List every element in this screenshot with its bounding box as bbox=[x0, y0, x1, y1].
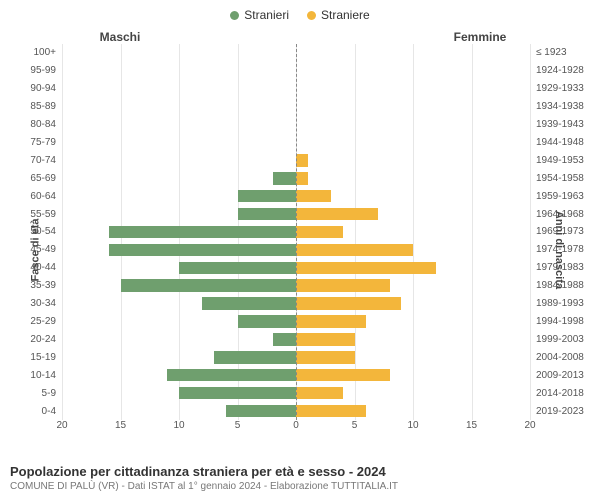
bar-female bbox=[296, 190, 331, 203]
age-label: 85-89 bbox=[2, 101, 62, 112]
age-label: 20-24 bbox=[2, 334, 62, 345]
birth-year-label: 2009-2013 bbox=[530, 370, 598, 381]
x-tick-label: 20 bbox=[56, 420, 67, 431]
age-label: 80-84 bbox=[2, 119, 62, 130]
bar-male bbox=[226, 405, 296, 418]
bar-female bbox=[296, 244, 413, 257]
x-tick-label: 0 bbox=[293, 420, 299, 431]
birth-year-label: 1999-2003 bbox=[530, 334, 598, 345]
age-label: 75-79 bbox=[2, 137, 62, 148]
bar-male bbox=[238, 208, 297, 221]
x-tick-label: 15 bbox=[115, 420, 126, 431]
legend-item-male: Stranieri bbox=[230, 8, 289, 22]
bar-female bbox=[296, 208, 378, 221]
age-label: 95-99 bbox=[2, 65, 62, 76]
age-label: 30-34 bbox=[2, 298, 62, 309]
age-label: 35-39 bbox=[2, 280, 62, 291]
chart-subtitle: COMUNE DI PALÙ (VR) - Dati ISTAT al 1° g… bbox=[10, 481, 590, 492]
chart-title: Popolazione per cittadinanza straniera p… bbox=[10, 464, 590, 479]
bar-female bbox=[296, 172, 308, 185]
bar-female bbox=[296, 351, 355, 364]
chart-footer: Popolazione per cittadinanza straniera p… bbox=[10, 464, 590, 492]
birth-year-label: 1934-1938 bbox=[530, 101, 598, 112]
bar-male bbox=[273, 333, 296, 346]
x-tick-label: 5 bbox=[235, 420, 241, 431]
bar-female bbox=[296, 279, 390, 292]
age-label: 15-19 bbox=[2, 352, 62, 363]
age-label: 60-64 bbox=[2, 191, 62, 202]
center-line bbox=[296, 44, 297, 420]
legend-label-male: Stranieri bbox=[244, 8, 289, 22]
bar-female bbox=[296, 226, 343, 239]
legend-label-female: Straniere bbox=[321, 8, 370, 22]
age-label: 100+ bbox=[2, 47, 62, 58]
birth-year-label: ≤ 1923 bbox=[530, 47, 598, 58]
bar-male bbox=[167, 369, 296, 382]
birth-year-label: 1974-1978 bbox=[530, 244, 598, 255]
bar-male bbox=[238, 315, 297, 328]
bar-male bbox=[202, 297, 296, 310]
age-label: 55-59 bbox=[2, 209, 62, 220]
birth-year-label: 1924-1928 bbox=[530, 65, 598, 76]
population-pyramid-chart: Stranieri Straniere Maschi Femmine Fasce… bbox=[0, 0, 600, 500]
x-tick-label: 10 bbox=[173, 420, 184, 431]
age-label: 45-49 bbox=[2, 244, 62, 255]
birth-year-label: 1989-1993 bbox=[530, 298, 598, 309]
col-title-female: Femmine bbox=[300, 30, 600, 44]
legend-item-female: Straniere bbox=[307, 8, 370, 22]
circle-icon bbox=[230, 11, 239, 20]
age-label: 25-29 bbox=[2, 316, 62, 327]
birth-year-label: 1984-1988 bbox=[530, 280, 598, 291]
birth-year-label: 1979-1983 bbox=[530, 262, 598, 273]
x-axis: 201510505101520 bbox=[62, 420, 530, 434]
bar-male bbox=[109, 226, 296, 239]
birth-year-label: 2014-2018 bbox=[530, 388, 598, 399]
age-label: 50-54 bbox=[2, 226, 62, 237]
x-tick-label: 10 bbox=[407, 420, 418, 431]
birth-year-label: 1929-1933 bbox=[530, 83, 598, 94]
birth-year-label: 2019-2023 bbox=[530, 406, 598, 417]
birth-year-label: 1949-1953 bbox=[530, 155, 598, 166]
bar-male bbox=[109, 244, 296, 257]
x-tick-label: 20 bbox=[524, 420, 535, 431]
age-label: 5-9 bbox=[2, 388, 62, 399]
circle-icon bbox=[307, 11, 316, 20]
column-titles: Maschi Femmine bbox=[0, 30, 600, 44]
birth-year-label: 1994-1998 bbox=[530, 316, 598, 327]
age-label: 65-69 bbox=[2, 173, 62, 184]
age-label: 70-74 bbox=[2, 155, 62, 166]
bar-female bbox=[296, 315, 366, 328]
legend: Stranieri Straniere bbox=[0, 0, 600, 26]
bar-female bbox=[296, 154, 308, 167]
x-tick-label: 15 bbox=[466, 420, 477, 431]
x-tick-label: 5 bbox=[352, 420, 358, 431]
bar-male bbox=[273, 172, 296, 185]
birth-year-label: 1959-1963 bbox=[530, 191, 598, 202]
bar-female bbox=[296, 262, 436, 275]
plot-area: 100+≤ 192395-991924-192890-941929-193385… bbox=[62, 44, 530, 420]
age-label: 90-94 bbox=[2, 83, 62, 94]
age-label: 10-14 bbox=[2, 370, 62, 381]
bar-female bbox=[296, 333, 355, 346]
bar-male bbox=[238, 190, 297, 203]
bar-female bbox=[296, 369, 390, 382]
birth-year-label: 1939-1943 bbox=[530, 119, 598, 130]
bar-male bbox=[179, 262, 296, 275]
bar-male bbox=[179, 387, 296, 400]
bar-female bbox=[296, 297, 401, 310]
bar-female bbox=[296, 405, 366, 418]
birth-year-label: 1964-1968 bbox=[530, 209, 598, 220]
bar-female bbox=[296, 387, 343, 400]
age-label: 40-44 bbox=[2, 262, 62, 273]
birth-year-label: 2004-2008 bbox=[530, 352, 598, 363]
birth-year-label: 1969-1973 bbox=[530, 226, 598, 237]
col-title-male: Maschi bbox=[0, 30, 300, 44]
birth-year-label: 1944-1948 bbox=[530, 137, 598, 148]
birth-year-label: 1954-1958 bbox=[530, 173, 598, 184]
bar-male bbox=[121, 279, 297, 292]
age-label: 0-4 bbox=[2, 406, 62, 417]
bar-male bbox=[214, 351, 296, 364]
